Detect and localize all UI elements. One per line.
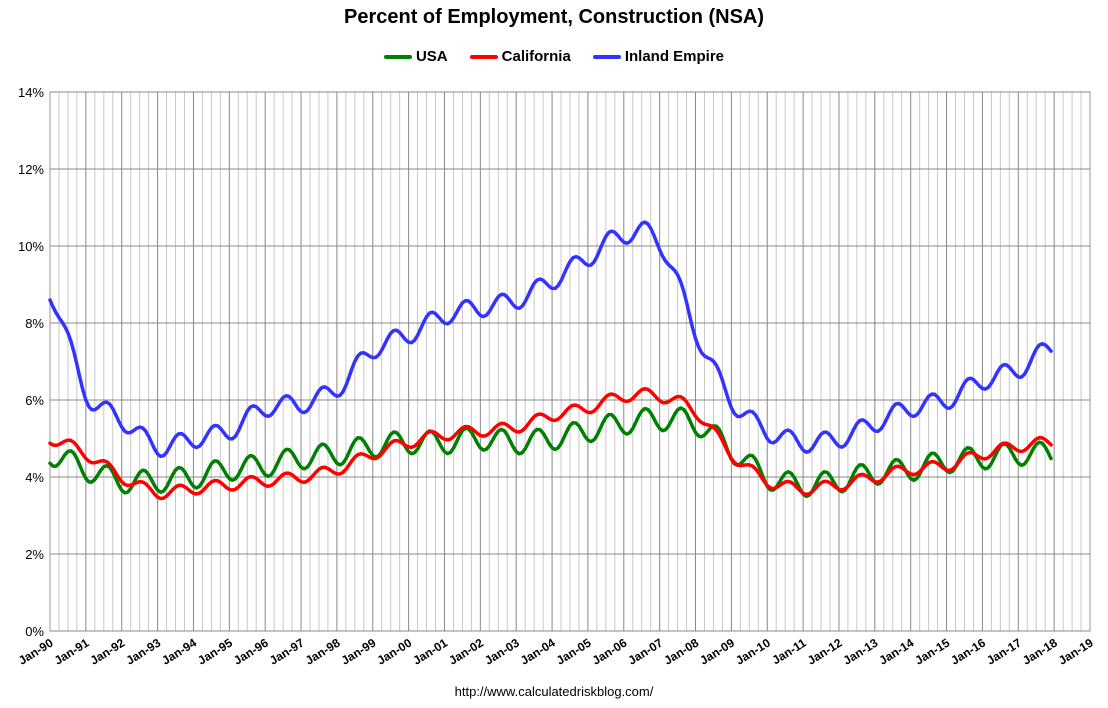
y-tick-label: 12% <box>18 162 44 177</box>
legend-label-usa: USA <box>415 48 448 65</box>
series-line-inland-empire <box>48 220 1053 459</box>
source-url: http://www.calculatedriskblog.com/ <box>454 684 654 699</box>
x-tick-label: Jan-09 <box>697 636 737 668</box>
y-tick-label: 0% <box>25 624 44 639</box>
x-tick-label: Jan-93 <box>124 636 164 668</box>
x-tick-label: Jan-91 <box>52 636 92 668</box>
y-tick-label: 4% <box>25 470 44 485</box>
legend: USA California Inland Empire <box>0 48 1108 65</box>
x-tick-label: Jan-92 <box>88 636 128 668</box>
x-tick-label: Jan-94 <box>159 636 199 668</box>
x-tick-label: Jan-95 <box>195 636 235 668</box>
x-tick-label: Jan-99 <box>339 636 379 668</box>
x-tick-label: Jan-90 <box>16 636 56 668</box>
legend-item-usa: USA <box>383 48 448 65</box>
y-tick-label: 14% <box>18 85 44 100</box>
series-layer <box>48 220 1053 501</box>
legend-swatch-california <box>469 54 498 59</box>
x-tick-label: Jan-11 <box>770 635 809 667</box>
y-tick-label: 2% <box>25 547 44 562</box>
x-tick-label: Jan-10 <box>733 636 773 668</box>
x-tick-label: Jan-96 <box>231 636 271 668</box>
x-tick-label: Jan-19 <box>1056 636 1096 668</box>
x-tick-label: Jan-03 <box>482 636 522 668</box>
x-tick-label: Jan-08 <box>661 636 701 668</box>
x-tick-label: Jan-02 <box>446 636 486 668</box>
x-tick-label: Jan-17 <box>984 636 1024 668</box>
chart-plot: 0%2%4%6%8%10%12%14%Jan-90Jan-91Jan-92Jan… <box>16 85 1096 668</box>
x-tick-label: Jan-98 <box>303 636 343 668</box>
x-tick-label: Jan-05 <box>554 636 594 668</box>
x-tick-label: Jan-06 <box>590 636 630 668</box>
series-line-california <box>48 386 1053 501</box>
legend-swatch-inland-empire <box>592 54 621 59</box>
x-tick-label: Jan-01 <box>410 636 450 668</box>
legend-item-inland-empire: Inland Empire <box>592 48 725 65</box>
legend-swatch-usa <box>383 54 412 59</box>
x-tick-label: Jan-12 <box>805 636 845 668</box>
legend-item-california: California <box>469 48 571 65</box>
x-tick-label: Jan-00 <box>375 636 415 668</box>
y-tick-label: 8% <box>25 316 44 331</box>
x-tick-label: Jan-07 <box>626 636 666 668</box>
legend-label-inland-empire: Inland Empire <box>624 48 725 65</box>
grid-layer <box>49 91 1091 632</box>
x-tick-label: Jan-97 <box>267 636 307 668</box>
chart-title: Percent of Employment, Construction (NSA… <box>343 6 765 28</box>
x-tick-label: Jan-14 <box>877 636 917 668</box>
x-tick-label: Jan-04 <box>518 636 558 668</box>
x-tick-label: Jan-16 <box>948 636 988 668</box>
y-tick-label: 10% <box>18 239 44 254</box>
x-tick-label: Jan-15 <box>912 636 952 668</box>
x-tick-label: Jan-18 <box>1020 636 1060 668</box>
x-tick-label: Jan-13 <box>841 636 881 668</box>
legend-label-california: California <box>501 48 571 65</box>
y-tick-label: 6% <box>25 393 44 408</box>
